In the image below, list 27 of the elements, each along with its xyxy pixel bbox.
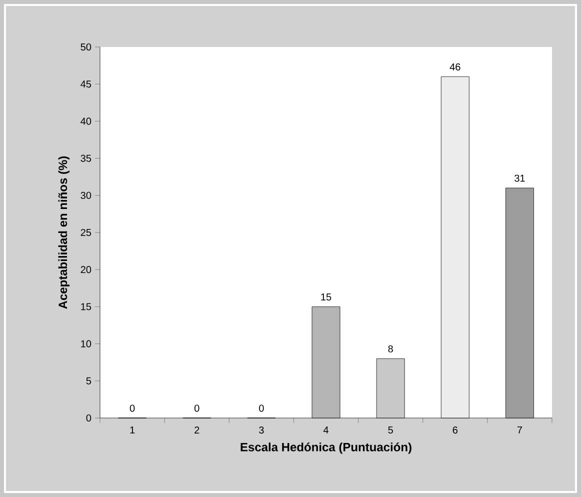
x-tick-label: 2	[194, 426, 200, 434]
y-tick-label: 15	[81, 303, 92, 310]
data-label: 8	[388, 345, 393, 352]
y-tick-label: 35	[80, 154, 92, 162]
data-label: 46	[450, 63, 460, 70]
x-tick-label: 3	[259, 426, 264, 434]
data-label: 15	[321, 294, 332, 300]
y-tick-label: 40	[80, 118, 92, 125]
data-label: 0	[194, 404, 200, 412]
y-tick-label: 5	[86, 377, 92, 384]
y-tick-label: 20	[80, 266, 92, 274]
x-tick-label: 5	[388, 426, 393, 434]
y-tick-label: 0	[86, 414, 92, 422]
y-tick-label: 50	[80, 43, 92, 51]
y-tick-label: 25	[80, 228, 92, 236]
y-tick-label: 10	[81, 340, 92, 348]
x-tick-label: 4	[323, 426, 328, 434]
y-axis-title: Aceptabilidad en niños (%)	[58, 156, 70, 309]
x-tick-label: 6	[452, 426, 458, 434]
data-label: 0	[130, 404, 135, 412]
x-tick-label: 7	[517, 426, 522, 434]
data-label: 31	[514, 174, 525, 182]
data-label: 0	[259, 404, 264, 412]
x-axis-title: Escala Hedónica (Puntuación)	[240, 442, 412, 454]
y-tick-label: 30	[80, 192, 92, 199]
y-tick-label: 45	[80, 80, 92, 88]
x-tick-label: 1	[130, 426, 135, 434]
